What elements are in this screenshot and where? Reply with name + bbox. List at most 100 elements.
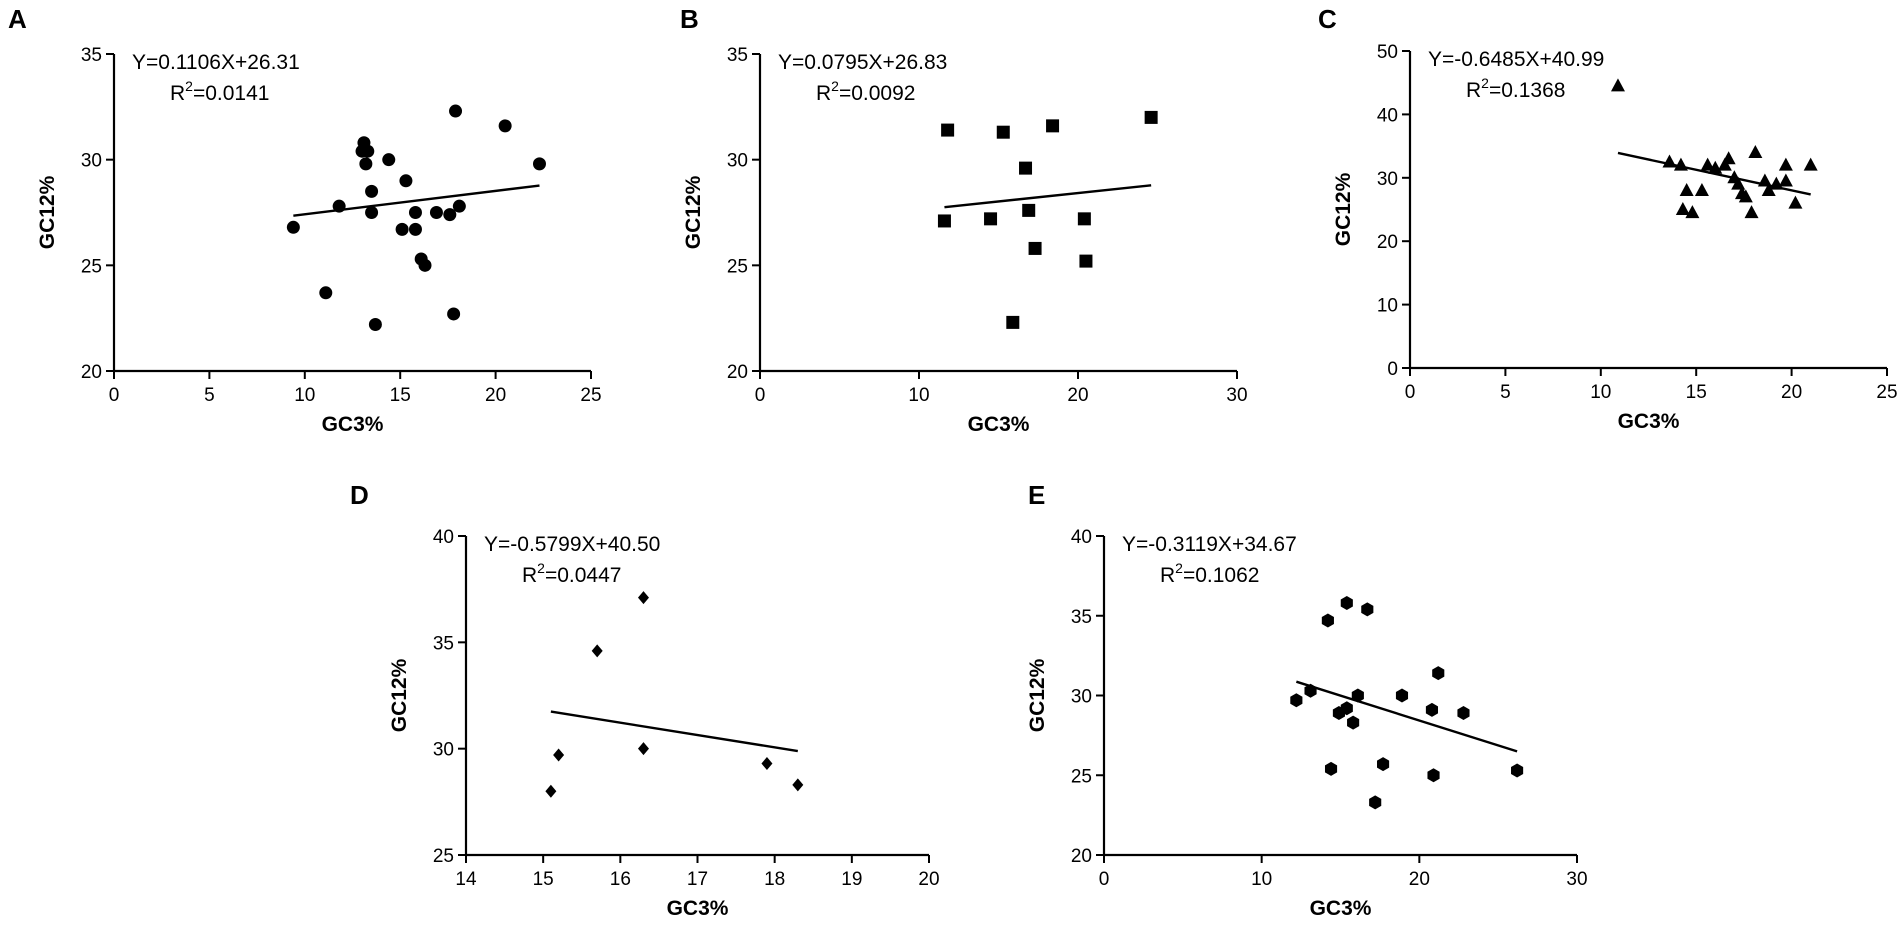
data-point [1077,212,1091,226]
data-point [1377,757,1390,772]
x-tick-label: 16 [610,869,631,890]
panel-label: E [1028,480,1045,510]
data-point [1304,683,1317,698]
data-point [1321,613,1334,628]
x-tick-label: 20 [485,385,506,406]
x-tick-label: 15 [390,385,411,406]
x-tick-label: 25 [580,385,601,406]
data-point [1457,706,1470,721]
r-squared-prefix: R [170,82,185,105]
data-point [637,591,649,605]
x-tick-label: 20 [1067,385,1088,406]
data-point [1694,182,1709,196]
panel-label: D [350,480,369,510]
data-point [591,644,603,658]
data-point [1721,151,1736,165]
y-tick-label: 35 [727,45,748,66]
y-axis-title: GC12% [1026,658,1049,732]
data-point [1290,693,1303,708]
data-point [365,206,379,219]
y-tick-label: 20 [81,362,102,383]
data-point [399,174,413,188]
data-point [1019,161,1033,175]
data-point [1369,795,1382,810]
data-point [447,307,461,321]
data-point [1427,768,1440,783]
data-point [1425,702,1439,717]
y-tick-label: 40 [1377,105,1398,126]
x-tick-label: 0 [109,385,120,406]
data-point [792,778,804,792]
r-squared-exponent: 2 [537,560,545,576]
regression-line [1295,680,1518,753]
r-squared-prefix: R [522,564,537,587]
data-point [553,748,565,762]
y-tick-label: 30 [1071,687,1092,708]
data-point [532,157,546,171]
x-tick-label: 20 [918,869,939,890]
x-tick-label: 17 [687,869,708,890]
y-tick-label: 40 [433,527,454,548]
regression-equation: Y=0.1106X+26.31 [132,51,300,74]
panel-b: B 20 25 30 35 0 10 20 30 GC3% GC12% Y=0.0795X+26.83… [680,4,1248,436]
y-tick-label: 50 [1377,42,1398,63]
y-tick-label: 10 [1377,296,1398,317]
r-squared-prefix: R [1160,564,1175,587]
x-tick-label: 19 [841,869,862,890]
data-point [395,222,409,236]
panel-a: A 20 25 30 35 0 5 10 15 20 25 GC3% GC12% Y=0.1106X+26… [8,4,602,436]
data-point [359,157,373,171]
data-point [1761,182,1776,196]
y-tick-label: 25 [433,846,454,867]
r-squared: R2=0.1062 [1160,560,1259,587]
y-tick-label: 30 [727,151,748,172]
data-point [1347,715,1360,730]
r-squared-value: =0.1368 [1489,79,1566,102]
data-point [1351,688,1364,703]
y-axis-title: GC12% [388,658,411,732]
x-tick-label: 30 [1226,385,1247,406]
data-point [1679,182,1694,196]
r-squared-value: =0.0447 [545,564,622,587]
data-point [937,214,951,228]
x-axis-title: GC3% [667,897,729,920]
x-tick-label: 15 [1686,382,1707,403]
r-squared: R2=0.0447 [522,560,621,587]
y-tick-label: 30 [81,151,102,172]
data-point [1324,761,1338,776]
y-tick-label: 30 [1377,169,1398,190]
y-axis-title: GC12% [36,175,59,249]
data-point [1662,154,1677,168]
data-point [1731,176,1746,190]
data-point [1778,157,1793,171]
x-tick-label: 30 [1566,869,1587,890]
data-point [1022,203,1036,217]
r-squared-value: =0.0141 [193,82,270,105]
r-squared-prefix: R [816,82,831,105]
x-tick-label: 10 [1251,869,1272,890]
x-tick-label: 10 [1590,382,1611,403]
data-point [368,318,382,332]
data-point [1610,78,1625,92]
x-tick-label: 0 [755,385,766,406]
data-point [1361,602,1374,617]
regression-line [293,184,540,217]
data-point [1738,189,1753,203]
r-squared-exponent: 2 [831,78,839,94]
regression-equation: Y=0.0795X+26.83 [778,51,947,74]
data-point [498,119,512,133]
data-point [443,208,457,222]
data-point [452,199,466,213]
data-point [1803,157,1818,171]
data-point [418,258,432,272]
data-point [1340,595,1353,610]
r-squared: R2=0.0092 [816,78,915,105]
data-point [286,220,300,234]
data-point [1673,157,1688,171]
r-squared-value: =0.0092 [839,82,916,105]
data-point [408,222,422,236]
x-tick-label: 10 [294,385,315,406]
panel-label: B [680,4,699,34]
data-point [1757,173,1772,187]
data-point [1340,701,1353,716]
